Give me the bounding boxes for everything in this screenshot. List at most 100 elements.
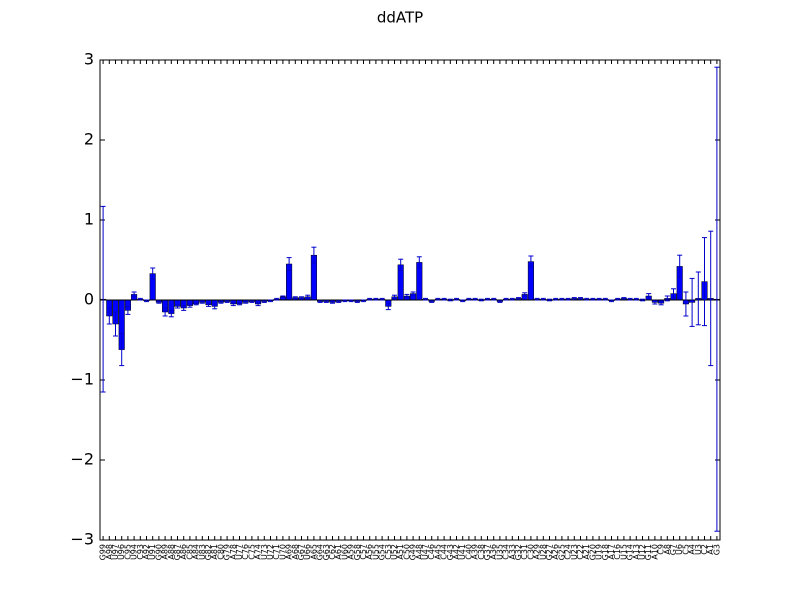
- x-tick-label: G49: [409, 544, 418, 560]
- x-tick-label: C22: [576, 544, 585, 560]
- x-tick-label: C44: [440, 544, 449, 560]
- x-tick-label: A92: [142, 544, 151, 560]
- error-bar: [150, 267, 156, 280]
- y-tick-label: −2: [70, 450, 94, 469]
- error-bar: [224, 300, 230, 303]
- x-tick-label: A10: [650, 544, 659, 560]
- x-tick-label: G99: [99, 544, 108, 560]
- error-bar: [218, 301, 224, 304]
- x-tick-label: U47: [421, 544, 430, 560]
- error-bar: [237, 302, 242, 306]
- x-tick-label: A81: [210, 544, 219, 560]
- x-tick-label: U70: [278, 544, 287, 560]
- error-bar: [348, 299, 354, 303]
- error-bar: [491, 297, 497, 301]
- error-bar: [361, 299, 366, 303]
- error-bar: [292, 296, 298, 299]
- x-tick-label: A74: [254, 544, 263, 560]
- error-bar: [460, 299, 466, 303]
- error-bar: [578, 297, 583, 300]
- x-tick-label: A69: [285, 544, 294, 560]
- x-tick-label: C24: [564, 544, 573, 560]
- error-bar: [305, 294, 311, 299]
- x-tick-label: A21: [582, 544, 591, 560]
- error-bar: [280, 295, 286, 299]
- error-bar: [100, 205, 106, 393]
- x-tick-label: C50: [402, 544, 411, 560]
- error-bar: [367, 297, 373, 301]
- error-bar: [144, 299, 149, 303]
- x-tick-label: C46: [427, 544, 436, 560]
- x-tick-label: U55: [371, 544, 380, 560]
- x-tick-label: A65: [309, 544, 318, 560]
- error-bar: [671, 288, 676, 299]
- x-tick-label: A8: [663, 544, 672, 555]
- x-tick-label: U6: [675, 544, 684, 555]
- error-bar: [261, 300, 267, 303]
- error-bar: [286, 257, 292, 271]
- x-tick-label: A68: [291, 544, 300, 560]
- x-tick-label: A56: [365, 544, 374, 560]
- error-bar: [596, 297, 602, 301]
- error-bar: [565, 297, 571, 301]
- x-tick-label: C95: [123, 544, 132, 560]
- error-bar: [472, 297, 478, 301]
- error-bar: [683, 291, 689, 317]
- error-bar: [702, 237, 707, 327]
- error-bar: [311, 246, 317, 264]
- error-bar: [615, 297, 621, 301]
- x-tick-label: G3: [712, 544, 721, 555]
- x-tick-label: C80: [216, 544, 225, 560]
- x-tick-label: C76: [241, 544, 250, 560]
- error-bar: [621, 297, 627, 300]
- error-bar: [652, 300, 658, 305]
- x-tick-label: G58: [353, 544, 362, 560]
- error-bar: [106, 307, 112, 325]
- error-bar: [193, 302, 199, 306]
- y-tick-label: −3: [70, 530, 94, 549]
- error-bar: [553, 297, 559, 301]
- error-bar: [485, 297, 490, 301]
- error-bar: [423, 297, 428, 301]
- x-tick-label: G32: [514, 544, 523, 560]
- x-tick-label: C93: [136, 544, 145, 560]
- error-bar: [540, 297, 546, 301]
- x-tick-label: A29: [533, 544, 542, 560]
- error-bar: [708, 230, 714, 367]
- x-tick-label: C40: [464, 544, 473, 560]
- x-tick-label: U60: [340, 544, 349, 560]
- chart-title: ddATP: [377, 9, 423, 27]
- error-bar: [559, 297, 565, 301]
- y-tick-label: 3: [84, 50, 94, 69]
- x-tick-label: C30: [526, 544, 535, 560]
- x-tick-label: U72: [266, 544, 275, 560]
- x-tick-label: G18: [601, 544, 610, 560]
- error-bar: [243, 301, 249, 304]
- error-bar: [385, 302, 391, 311]
- x-tick-label: C85: [185, 544, 194, 560]
- x-tick-label: U91: [148, 544, 157, 560]
- x-tick-label: C9: [657, 544, 666, 555]
- error-bar: [454, 297, 459, 301]
- x-tick-label: G54: [378, 544, 387, 560]
- x-tick-label: G37: [483, 544, 492, 560]
- error-bar: [466, 297, 472, 301]
- error-bar: [478, 298, 484, 302]
- error-bar: [571, 297, 577, 300]
- error-bar: [640, 298, 645, 302]
- x-tick-label: A88: [167, 544, 176, 560]
- x-tick-label: C31: [520, 544, 529, 560]
- error-bar: [230, 301, 236, 307]
- error-bar: [633, 297, 639, 301]
- error-bar: [410, 291, 416, 296]
- error-bar: [627, 297, 633, 301]
- x-tick-label: G20: [588, 544, 597, 560]
- x-tick-label: A13: [632, 544, 641, 560]
- x-tick-label: A45: [433, 544, 442, 560]
- error-bar: [156, 301, 162, 304]
- x-tick-label: C34: [502, 544, 511, 560]
- x-tick-label: G14: [626, 544, 635, 560]
- x-tick-label: U66: [303, 544, 312, 560]
- x-tick-label: A89: [161, 544, 170, 560]
